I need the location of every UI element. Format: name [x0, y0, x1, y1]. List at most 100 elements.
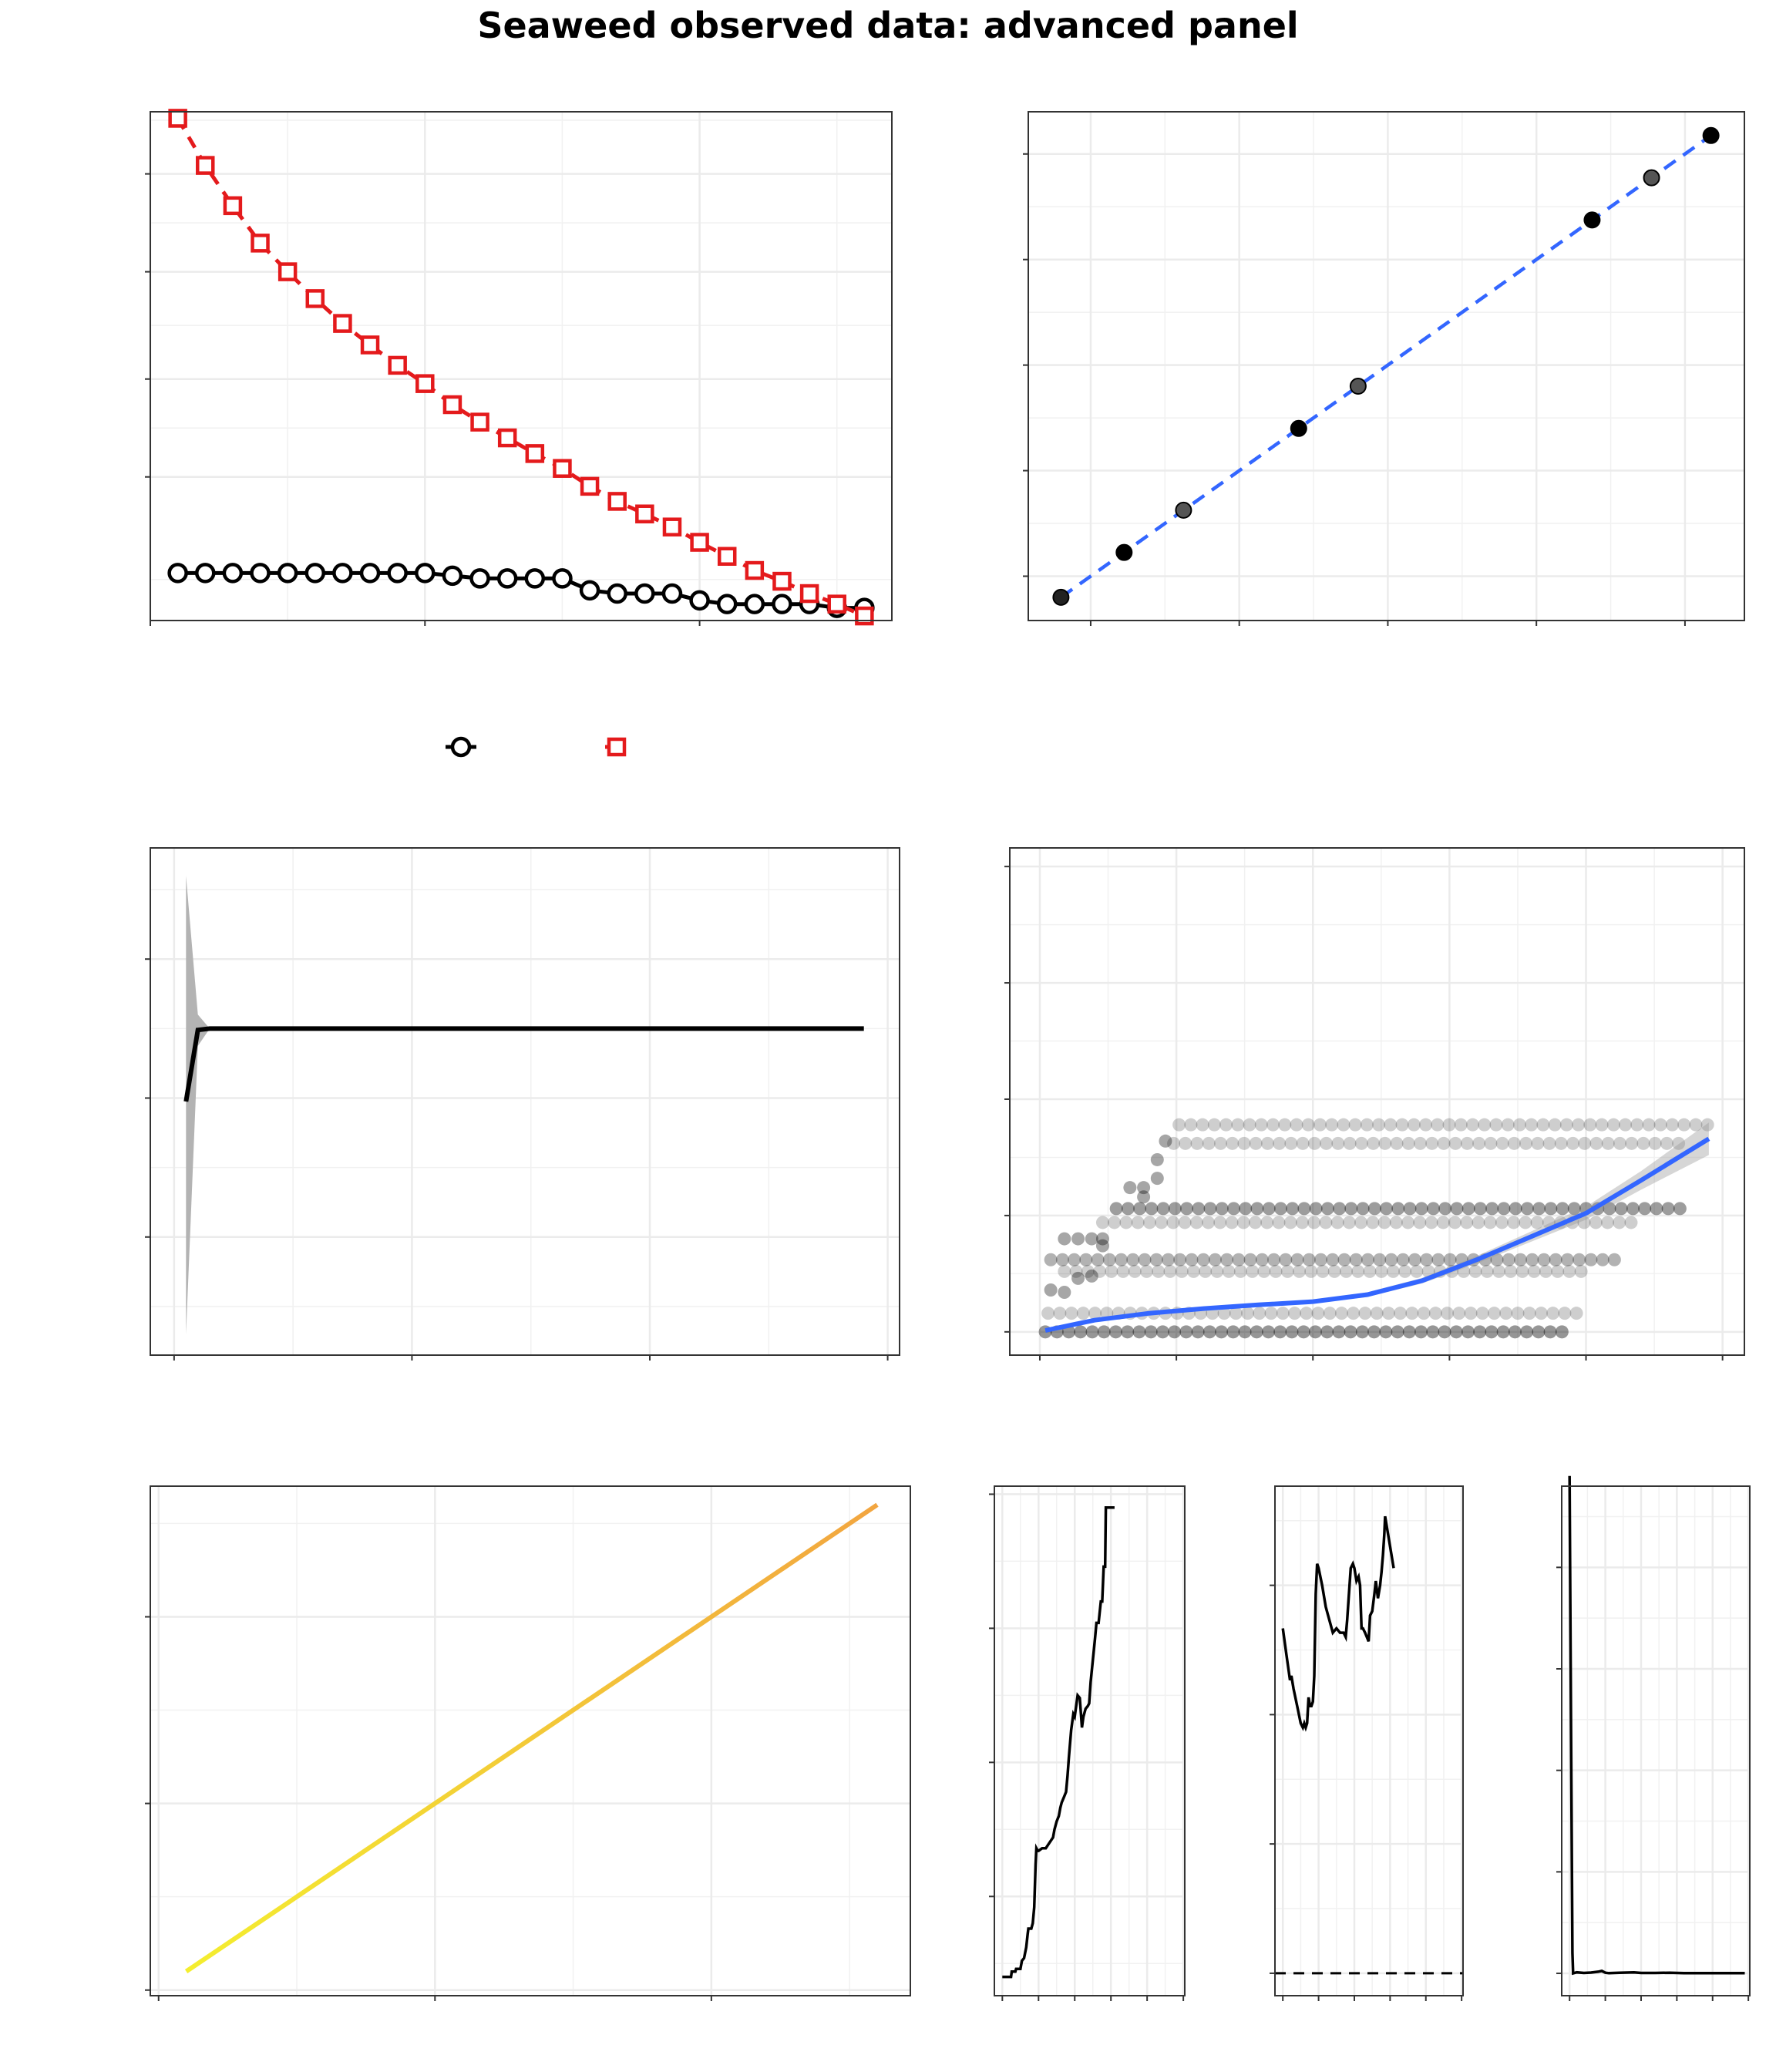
pair-point — [1278, 1118, 1292, 1132]
pair-point — [1248, 1216, 1262, 1229]
pair-point — [1555, 1325, 1569, 1339]
pair-point — [1323, 1307, 1337, 1320]
pair-point — [1689, 1118, 1703, 1132]
panel-border — [1274, 1485, 1464, 1996]
observed-point — [222, 563, 244, 584]
pair-point — [1152, 1264, 1166, 1278]
function-line — [1568, 1475, 1745, 1976]
pair-point — [1296, 1136, 1310, 1150]
pair-point — [1085, 1325, 1099, 1339]
pair-point — [1150, 1172, 1164, 1186]
pair-point — [1144, 1325, 1158, 1339]
pair-point — [1044, 1283, 1058, 1297]
pair-point — [1344, 1325, 1357, 1339]
fit-line — [1060, 133, 1712, 599]
pair-point — [1398, 1264, 1412, 1278]
pair-point — [1243, 1118, 1256, 1132]
pair-point — [1058, 1286, 1071, 1300]
pair-point — [1373, 1253, 1387, 1266]
pair-point — [1472, 1216, 1485, 1229]
theoretical-point — [442, 395, 462, 415]
pair-point — [1213, 1216, 1227, 1229]
pair-point — [1249, 1136, 1263, 1150]
pair-point — [1572, 1253, 1586, 1266]
pair-point — [1549, 1253, 1562, 1266]
pair-point — [1554, 1136, 1568, 1150]
pair-point — [1332, 1325, 1346, 1339]
pair-point — [1225, 1216, 1239, 1229]
pair-point — [1356, 1202, 1370, 1216]
pair-point — [1562, 1264, 1576, 1278]
pair-point — [1650, 1202, 1663, 1216]
pair-point — [1068, 1253, 1081, 1266]
pair-point — [1055, 1253, 1069, 1266]
pair-point — [1606, 1118, 1620, 1132]
pair-point — [1337, 1253, 1351, 1266]
plot-background — [1275, 1486, 1463, 1996]
pair-point — [1495, 1216, 1509, 1229]
pair-point — [1126, 1253, 1140, 1266]
pair-point — [1272, 1216, 1286, 1229]
pair-point — [1480, 1264, 1494, 1278]
pair-point — [1420, 1253, 1434, 1266]
pair-point — [1567, 1202, 1581, 1216]
pair-point — [1115, 1253, 1128, 1266]
pair-point — [1058, 1264, 1071, 1278]
pair-point — [1186, 1264, 1200, 1278]
pair-point — [1583, 1118, 1597, 1132]
pair-point — [1354, 1136, 1368, 1150]
pair-point — [1584, 1253, 1598, 1266]
theoretical-point — [305, 289, 325, 308]
pair-point — [1131, 1216, 1145, 1229]
pair-point — [1284, 1136, 1298, 1150]
pair-point — [1137, 1181, 1151, 1195]
pair-point — [1402, 1325, 1416, 1339]
theoretical-point — [278, 262, 298, 281]
pair-point — [1313, 1118, 1327, 1132]
pair-point — [1497, 1202, 1511, 1216]
pair-point — [1210, 1264, 1224, 1278]
pair-point — [1484, 1136, 1498, 1150]
pair-point — [1614, 1202, 1628, 1216]
pair-point — [1374, 1264, 1388, 1278]
pair-point — [1071, 1232, 1085, 1246]
pair-point — [1264, 1307, 1278, 1320]
pair-point — [1267, 1253, 1281, 1266]
pair-point — [1414, 1202, 1428, 1216]
observed-point — [524, 568, 546, 589]
pair-point — [1342, 1216, 1356, 1229]
pair-point — [1548, 1118, 1562, 1132]
panel-dd — [1004, 847, 1745, 1361]
pair-point — [1677, 1118, 1691, 1132]
pair-point — [1295, 1216, 1309, 1229]
panel-border — [150, 1485, 911, 1996]
pair-point — [1302, 1253, 1316, 1266]
observed-point — [661, 583, 683, 604]
pair-point — [1473, 1325, 1487, 1339]
pair-point — [1161, 1253, 1175, 1266]
pair-point — [1301, 1118, 1315, 1132]
pair-point — [1394, 1307, 1408, 1320]
theoretical-point — [772, 571, 792, 591]
pair-point — [1137, 1190, 1151, 1204]
pair-point — [1525, 1253, 1539, 1266]
pair-point — [1262, 1202, 1276, 1216]
pair-point — [1426, 1202, 1440, 1216]
data-point — [1349, 378, 1367, 395]
pair-point — [1431, 1118, 1445, 1132]
pair-point — [1511, 1307, 1525, 1320]
observed-point — [415, 563, 436, 584]
observed-point — [387, 563, 408, 584]
theoretical-point — [635, 504, 654, 523]
pair-point — [1236, 1216, 1250, 1229]
pair-point — [1215, 1202, 1229, 1216]
pair-point — [1607, 1253, 1621, 1266]
pair-point — [1344, 1202, 1358, 1216]
pair-point — [1142, 1216, 1156, 1229]
pair-point — [1088, 1307, 1102, 1320]
pair-point — [1437, 1136, 1451, 1150]
plot-background — [994, 1486, 1185, 1996]
pair-point — [1273, 1202, 1287, 1216]
pair-point — [1108, 1216, 1122, 1229]
pair-point — [1414, 1325, 1428, 1339]
